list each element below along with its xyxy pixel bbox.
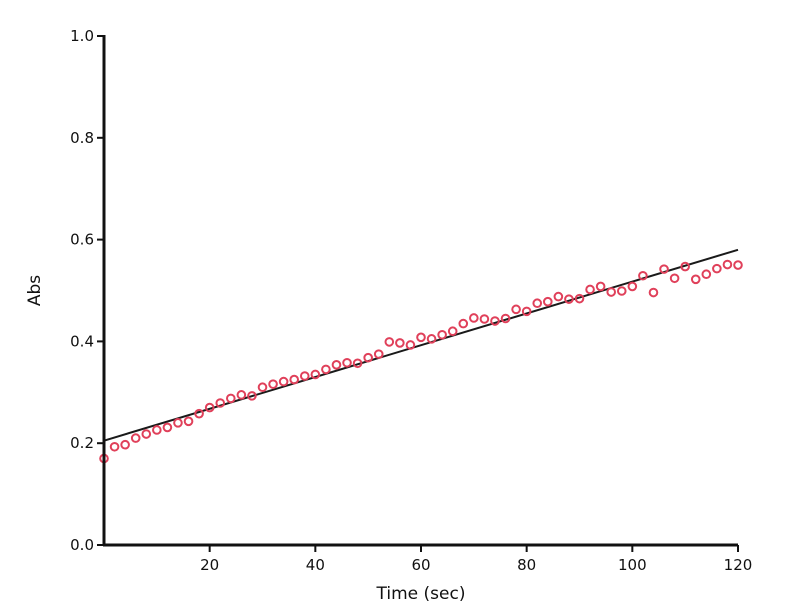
data-point: [363, 352, 373, 363]
data-point: [289, 374, 300, 385]
data-point: [553, 291, 564, 302]
data-point: [183, 416, 194, 427]
data-point: [606, 287, 617, 297]
data-point: [215, 398, 226, 408]
data-point: [669, 273, 680, 284]
x-axis-title: Time (sec): [376, 584, 466, 604]
data-point: [733, 260, 743, 270]
y-tick-label: 0.8: [70, 129, 94, 147]
data-point: [130, 433, 141, 443]
data-point: [226, 393, 236, 404]
x-axis-ticks: 20 40 60 80 100 120: [200, 545, 752, 574]
data-point: [585, 284, 595, 295]
data-point: [278, 376, 289, 387]
data-point: [268, 379, 278, 389]
data-point: [616, 286, 627, 296]
data-point: [384, 337, 395, 347]
data-point: [543, 296, 553, 307]
x-tick-label: 80: [517, 556, 536, 574]
x-tick-label: 100: [618, 556, 647, 574]
x-tick-label: 20: [200, 556, 219, 574]
data-point: [511, 304, 521, 315]
data-point: [173, 418, 183, 428]
data-point: [564, 294, 574, 304]
data-point: [342, 357, 352, 368]
data-point: [247, 391, 257, 401]
data-point: [627, 281, 638, 292]
data-point: [712, 263, 722, 274]
y-axis-title: Abs: [25, 275, 45, 306]
data-point: [574, 293, 585, 304]
data-point: [321, 364, 331, 375]
data-points-layer: [99, 259, 743, 464]
data-point: [299, 371, 310, 381]
data-point: [500, 313, 511, 324]
data-point: [395, 338, 405, 348]
data-point: [680, 261, 690, 272]
x-tick-label: 120: [724, 556, 753, 574]
data-point: [722, 259, 733, 270]
data-point: [447, 326, 458, 337]
fit-line-layer: [103, 248, 739, 442]
data-point: [310, 369, 321, 380]
y-tick-label: 1.0: [70, 27, 94, 45]
data-point: [437, 329, 447, 340]
data-point: [257, 382, 268, 393]
data-point: [648, 287, 659, 298]
data-point: [152, 425, 162, 435]
data-point: [638, 270, 648, 281]
y-tick-label: 0.2: [70, 434, 94, 452]
data-point: [490, 316, 500, 326]
data-point: [236, 390, 247, 400]
data-point: [352, 358, 363, 369]
data-point: [426, 334, 437, 344]
data-point: [659, 264, 669, 274]
data-point: [120, 439, 130, 450]
data-point: [479, 314, 490, 324]
data-point: [701, 269, 712, 280]
data-point: [162, 422, 173, 433]
data-point: [373, 349, 384, 359]
data-point: [405, 340, 416, 350]
y-axis-ticks: 0.0 0.2 0.4 0.6 0.8 1.0: [70, 27, 104, 554]
data-point: [141, 429, 152, 439]
data-point: [109, 441, 120, 452]
data-point: [458, 318, 469, 329]
x-tick-label: 40: [306, 556, 325, 574]
data-point: [331, 360, 342, 370]
data-point: [416, 332, 426, 343]
data-point: [469, 313, 479, 323]
data-point: [532, 298, 543, 309]
data-point: [521, 306, 532, 317]
y-tick-label: 0.0: [70, 536, 94, 554]
data-point: [194, 408, 204, 419]
y-tick-label: 0.4: [70, 332, 94, 350]
data-point: [595, 281, 606, 292]
fit-line: [103, 248, 739, 442]
data-point: [690, 274, 701, 285]
x-tick-label: 60: [411, 556, 430, 574]
data-point: [204, 402, 215, 413]
y-tick-label: 0.6: [70, 231, 94, 249]
